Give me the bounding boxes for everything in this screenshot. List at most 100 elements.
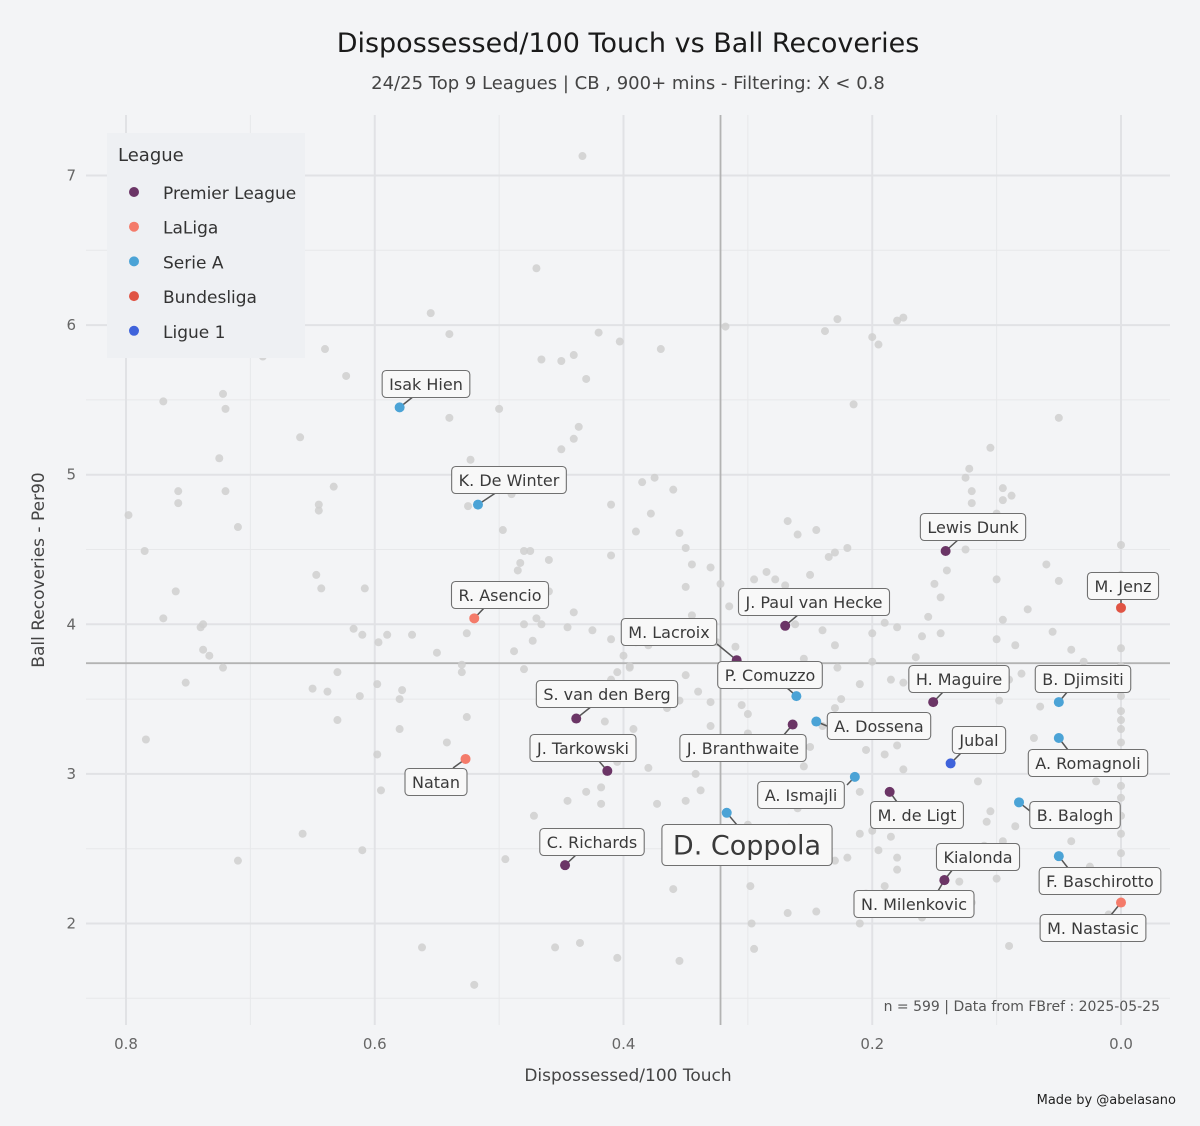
player-label: S. van den Berg	[543, 685, 670, 704]
data-point	[588, 626, 597, 635]
y-axis-ticks: 2 3 4 5 6 7	[66, 167, 76, 933]
data-point	[219, 389, 228, 398]
player-label-box	[935, 842, 1021, 872]
data-point	[501, 855, 510, 864]
data-point	[961, 545, 970, 554]
data-point	[893, 316, 902, 325]
data-point	[743, 710, 752, 719]
player-label: A. Romagnoli	[1035, 754, 1140, 773]
player-label-box	[757, 780, 845, 810]
player-point	[469, 613, 480, 624]
player-label: Jubal	[958, 731, 998, 750]
data-point	[746, 882, 755, 891]
player-label-box	[529, 733, 637, 763]
data-point	[516, 558, 525, 567]
y-tick-label: 4	[66, 615, 76, 633]
player-point	[940, 545, 951, 556]
data-point	[781, 581, 790, 590]
data-point	[731, 642, 740, 651]
data-point	[594, 328, 603, 337]
data-point	[973, 777, 982, 786]
data-point	[171, 587, 180, 596]
data-point	[323, 687, 332, 696]
data-point	[942, 566, 951, 575]
data-point	[855, 787, 864, 796]
data-point	[233, 856, 242, 865]
data-point	[1005, 941, 1014, 950]
data-point	[537, 620, 546, 629]
data-point	[899, 678, 908, 687]
data-point	[855, 829, 864, 838]
data-point	[1117, 781, 1125, 790]
data-point	[812, 526, 821, 535]
data-point	[716, 579, 725, 588]
player-label-box	[679, 733, 807, 763]
player-point	[787, 719, 798, 730]
data-point	[544, 555, 553, 564]
data-point	[855, 680, 864, 689]
player-point	[472, 499, 483, 510]
player-label-box	[451, 465, 567, 495]
data-point	[569, 608, 578, 617]
data-point	[799, 762, 808, 771]
data-point	[992, 635, 1001, 644]
data-point	[1048, 627, 1057, 636]
player-label: C. Richards	[547, 833, 637, 852]
data-point	[575, 938, 584, 947]
data-point	[607, 500, 616, 509]
player-label-box	[1027, 748, 1149, 778]
data-point	[563, 623, 572, 632]
data-point	[725, 602, 734, 611]
data-point	[681, 796, 690, 805]
data-point	[830, 856, 839, 865]
data-source-note: n = 599 | Data from FBref : 2025-05-25	[884, 999, 1160, 1015]
data-point	[600, 717, 609, 726]
data-point	[418, 943, 427, 952]
player-label-box	[539, 827, 645, 857]
data-point	[961, 473, 970, 482]
data-point	[893, 853, 902, 862]
data-point	[1067, 645, 1076, 654]
data-point	[537, 355, 546, 364]
data-point	[886, 675, 895, 684]
data-point	[855, 919, 864, 928]
data-point	[967, 499, 976, 508]
data-point	[1117, 692, 1125, 701]
data-point	[806, 570, 815, 579]
player-label: Kialonda	[943, 848, 1012, 867]
data-point	[874, 846, 883, 855]
player-point	[791, 691, 802, 702]
data-point	[868, 333, 877, 342]
data-point	[557, 357, 566, 366]
player-label-box	[870, 800, 964, 830]
data-point	[205, 651, 214, 660]
data-point	[694, 687, 703, 696]
data-point	[582, 374, 591, 383]
data-point	[358, 846, 367, 855]
data-point	[445, 413, 454, 422]
legend-label: LaLiga	[163, 219, 218, 239]
data-point	[140, 546, 149, 555]
data-point	[578, 152, 587, 161]
data-point	[843, 853, 852, 862]
data-point	[687, 560, 696, 569]
data-point	[526, 546, 535, 555]
x-axis-title: Dispossessed/100 Touch	[524, 1066, 731, 1086]
data-point	[1067, 837, 1076, 846]
data-point	[1036, 702, 1045, 711]
data-point	[799, 654, 808, 663]
player-label-box	[1039, 913, 1147, 943]
data-point	[314, 500, 323, 509]
data-point	[783, 517, 792, 526]
player-label: Natan	[412, 773, 460, 792]
data-point	[442, 738, 451, 747]
data-point	[395, 725, 404, 734]
data-point	[498, 526, 507, 535]
player-label-box	[717, 660, 823, 690]
player-label-box	[535, 679, 679, 709]
player-label-box	[661, 823, 833, 867]
data-point	[830, 641, 839, 650]
player-point	[945, 758, 956, 769]
data-point	[374, 638, 383, 647]
